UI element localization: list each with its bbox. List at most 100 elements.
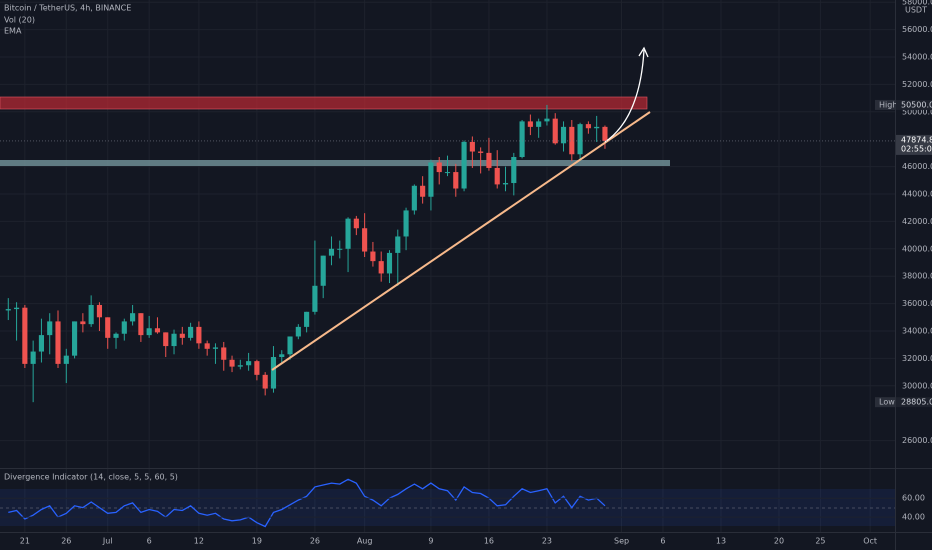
- x-tick-label: 26: [61, 537, 71, 546]
- candle-body: [577, 124, 583, 155]
- candle-body: [246, 361, 252, 366]
- candle-body: [420, 185, 426, 197]
- grid: [0, 0, 895, 532]
- x-tick-label: Aug: [357, 537, 373, 546]
- candle-body: [494, 167, 500, 185]
- trend-line: [271, 111, 651, 371]
- candle-body: [552, 118, 558, 144]
- x-tick-label: Jul: [102, 537, 113, 546]
- y-tick-label: 58000.00: [902, 0, 932, 7]
- candle-body: [14, 307, 20, 310]
- marker-value: 50500.00: [901, 100, 932, 109]
- candle-body: [295, 326, 301, 337]
- candle-body: [72, 321, 78, 356]
- y-tick-label: 30000.00: [902, 381, 932, 390]
- candle-body: [279, 354, 285, 358]
- candle-body: [453, 172, 459, 189]
- candle-body: [163, 332, 169, 347]
- candle-body: [362, 228, 368, 252]
- candle-body: [196, 326, 202, 344]
- countdown: 02:55:04: [901, 144, 932, 153]
- x-tick-label: 6: [660, 537, 665, 546]
- candle-body: [130, 313, 136, 322]
- candle-body: [478, 151, 484, 153]
- x-tick-label: 9: [428, 537, 433, 546]
- oscillator: 60.00 40.00: [0, 478, 925, 528]
- marker-value-box: [896, 397, 932, 408]
- y-tick-label: 32000.00: [902, 354, 932, 363]
- x-tick-label: 23: [542, 537, 552, 546]
- y-tick-label: 34000.00: [902, 326, 932, 335]
- candle-body: [304, 311, 310, 327]
- candle-body: [602, 126, 608, 141]
- y-tick-label: 54000.00: [902, 52, 932, 61]
- y-tick-label: 38000.00: [902, 272, 932, 281]
- candle-body: [345, 218, 351, 249]
- candle-body: [254, 361, 260, 375]
- candle-body: [80, 321, 86, 325]
- candle-body: [287, 336, 293, 355]
- oscillator-line: [8, 478, 606, 528]
- candle-body: [96, 304, 103, 318]
- y-tick-label: 44000.00: [902, 189, 932, 198]
- oscillator-band: [0, 489, 895, 526]
- candle-body: [221, 347, 227, 360]
- candle-body: [411, 185, 417, 211]
- candle-body: [5, 309, 11, 311]
- marker-value-box: [896, 99, 932, 110]
- candle-body: [320, 255, 326, 286]
- candle-body: [403, 210, 409, 237]
- candle-body: [47, 321, 53, 336]
- candle-body: [237, 365, 243, 367]
- candle-body: [370, 251, 376, 262]
- candle-body: [461, 141, 467, 189]
- candle-body: [312, 285, 318, 312]
- candle-body: [179, 333, 185, 338]
- candle-body: [270, 357, 277, 389]
- candle-body: [594, 126, 600, 129]
- candle-body: [171, 333, 177, 347]
- y-tick-label: 52000.00: [902, 80, 932, 89]
- candle-body: [337, 248, 343, 250]
- candle-body: [30, 351, 36, 364]
- y-tick-label: 42000.00: [902, 217, 932, 226]
- candle-body: [212, 347, 219, 349]
- x-tick-label: 21: [20, 537, 30, 546]
- y-tick-label: 26000.00: [902, 436, 932, 445]
- x-tick-label: 6: [147, 537, 152, 546]
- indicator-label: EMA: [4, 27, 22, 36]
- candle-body: [328, 248, 335, 256]
- candle-body: [55, 321, 61, 364]
- marker-name-box: [875, 99, 895, 110]
- x-tick-label: Oct: [863, 537, 877, 546]
- x-tick-label: 12: [194, 537, 204, 546]
- candle-body: [511, 157, 517, 184]
- indicator-label: Vol (20): [4, 16, 35, 25]
- marker-name-box: [875, 397, 895, 408]
- candle-body: [38, 335, 45, 352]
- candle-body: [544, 118, 550, 122]
- candle-body: [486, 152, 492, 168]
- candle-body: [113, 333, 119, 338]
- candle-body: [88, 304, 94, 325]
- y-tick-label: 50000.00: [902, 107, 932, 116]
- candle-body: [386, 252, 393, 274]
- candle-body: [585, 124, 591, 129]
- resistance-zone: [0, 96, 648, 110]
- candle-body: [502, 183, 509, 185]
- x-tick-label: 16: [484, 537, 494, 546]
- candle-body: [560, 126, 567, 144]
- candle-body: [569, 126, 575, 155]
- x-tick-label: Sep: [614, 537, 629, 546]
- candle-body: [22, 307, 28, 364]
- candles: [5, 104, 608, 403]
- oscillator-title: Divergence Indicator (14, close, 5, 5, 6…: [4, 473, 178, 482]
- candle-body: [436, 162, 442, 173]
- y-tick-label: 40000.00: [902, 244, 932, 253]
- x-tick-label: 20: [774, 537, 784, 546]
- x-tick-label: 26: [310, 537, 320, 546]
- x-tick-label: 25: [815, 537, 825, 546]
